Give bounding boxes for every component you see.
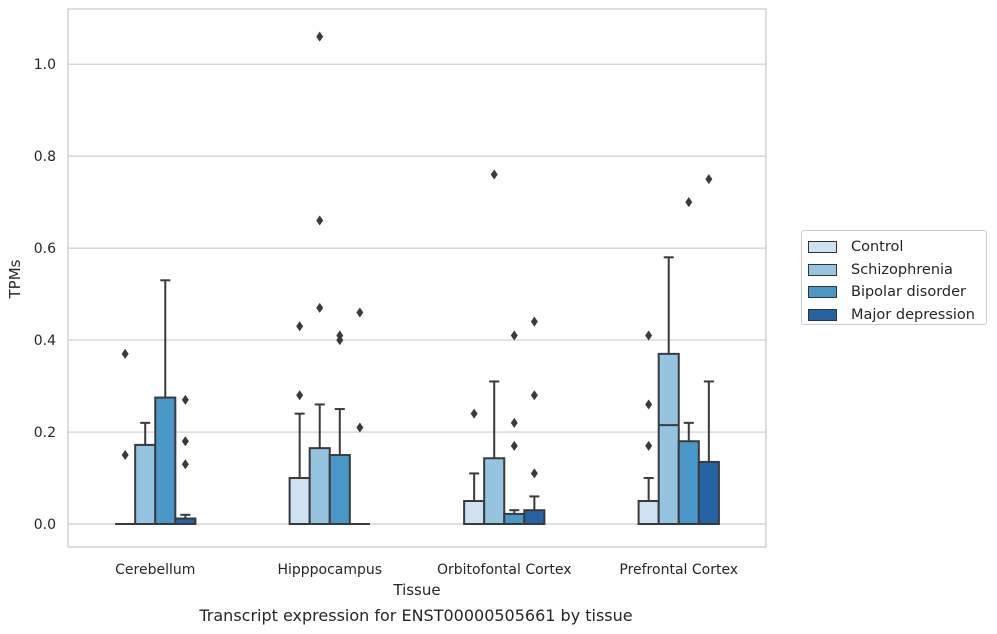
box-series-layer (115, 31, 720, 526)
outlier-point (530, 316, 538, 327)
y-axis-ticks: 0.0 0.2 0.4 0.6 0.8 1.0 (34, 57, 56, 533)
box (463, 500, 486, 526)
y-tick-label: 0.4 (34, 333, 56, 349)
outlier-point (530, 390, 538, 401)
box-group (637, 330, 660, 526)
y-tick-label: 0.2 (34, 425, 56, 441)
legend-swatch (808, 308, 837, 321)
box-group (657, 256, 680, 526)
box (697, 460, 720, 526)
box-group (503, 330, 526, 526)
box-group (483, 169, 506, 526)
x-axis-title: Tissue (392, 581, 440, 599)
box (677, 440, 700, 526)
legend-item: Bipolar disorder (802, 281, 986, 304)
outlier-point (705, 174, 713, 185)
outlier-point (296, 321, 304, 332)
outlier-point (121, 348, 129, 359)
plot-frame (67, 8, 767, 548)
box-group (349, 307, 370, 526)
box-group (154, 279, 177, 526)
series-schizophrenia (134, 31, 680, 526)
legend-swatch (808, 263, 837, 276)
box-group (523, 316, 546, 526)
box-group (174, 394, 197, 526)
outlier-point (316, 215, 324, 226)
box-group (134, 421, 157, 526)
outlier-point (356, 307, 364, 318)
outlier-point (470, 408, 478, 419)
series-bipolar-disorder (154, 197, 700, 526)
outlier-point (510, 417, 518, 428)
x-axis-ticks: Cerebellum Hipppocampus Orbitofontal Corte… (115, 562, 738, 578)
y-tick-label: 0.0 (34, 517, 56, 533)
outlier-point (121, 450, 129, 461)
chart-caption: Transcript expression for ENST0000050566… (199, 606, 633, 625)
box (657, 352, 680, 526)
y-tick-label: 0.8 (34, 149, 56, 165)
legend-item: Control (802, 236, 986, 259)
outlier-point (645, 440, 653, 451)
outlier-point (296, 390, 304, 401)
outlier-point (490, 169, 498, 180)
outlier-point (316, 302, 324, 313)
box (523, 509, 546, 526)
box (483, 457, 506, 526)
legend-label: Schizophrenia (851, 261, 953, 278)
box-group (463, 408, 486, 526)
x-tick-label: Cerebellum (115, 562, 195, 578)
box (503, 512, 526, 526)
legend-item: Major depression (802, 304, 986, 327)
legend: Control Schizophrenia Bipolar disorder Majo… (801, 230, 987, 325)
outlier-point (181, 436, 189, 447)
box (154, 396, 177, 526)
legend-label: Major depression (851, 306, 975, 323)
box-group (328, 330, 351, 526)
outlier-point (685, 197, 693, 208)
legend-label: Bipolar disorder (851, 284, 966, 301)
outlier-point (336, 330, 344, 341)
y-tick-label: 0.6 (34, 241, 56, 257)
outlier-point (645, 330, 653, 341)
y-axis-title: TPMs (6, 259, 24, 299)
outlier-point (530, 468, 538, 479)
y-tick-label: 1.0 (34, 57, 56, 73)
box-group (308, 31, 331, 526)
legend-swatch (808, 286, 837, 299)
x-tick-label: Orbitofontal Cortex (437, 562, 572, 578)
x-tick-label: Hipppocampus (277, 562, 382, 578)
box-group (677, 197, 700, 526)
legend-swatch (808, 241, 837, 254)
outlier-point (645, 399, 653, 410)
box (288, 477, 311, 526)
box-group (115, 348, 136, 526)
outlier-point (181, 459, 189, 470)
legend-item: Schizophrenia (802, 259, 986, 282)
outlier-point (316, 31, 324, 42)
box (308, 447, 331, 526)
box (637, 500, 660, 526)
box (328, 454, 351, 526)
box-group (697, 174, 720, 526)
box-group (288, 321, 311, 526)
outlier-point (510, 330, 518, 341)
series-major-depression (174, 174, 720, 526)
outlier-point (356, 422, 364, 433)
outlier-point (181, 394, 189, 405)
outlier-point (510, 440, 518, 451)
legend-label: Control (851, 239, 904, 256)
series-control (115, 321, 660, 526)
x-tick-label: Prefrontal Cortex (619, 562, 738, 578)
box (134, 443, 157, 526)
